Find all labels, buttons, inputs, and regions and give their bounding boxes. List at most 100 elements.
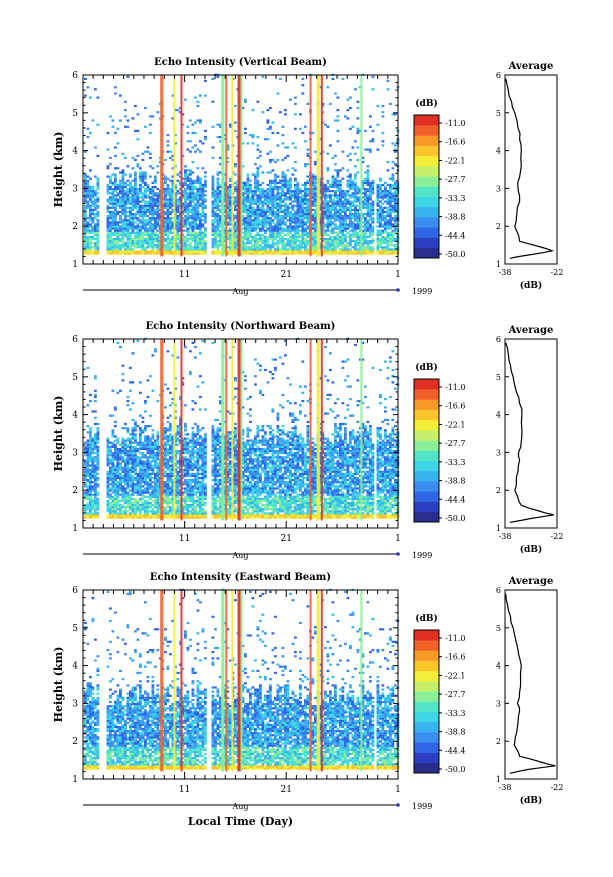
echo-cell: [201, 233, 205, 236]
echo-cell: [166, 250, 170, 253]
echo-cell: [106, 472, 110, 475]
echo-cell: [356, 117, 360, 120]
echo-cell: [194, 213, 197, 216]
echo-cell: [361, 181, 365, 184]
echo-cell: [201, 210, 205, 214]
echo-cell: [296, 252, 300, 255]
echo-cell: [274, 233, 277, 236]
echo-cell: [321, 235, 325, 238]
echo-cell: [111, 188, 115, 191]
echo-cell: [186, 237, 190, 241]
echo-cell: [111, 181, 115, 184]
echo-cell: [186, 217, 190, 220]
echo-cell: [129, 190, 132, 193]
echo-cell: [336, 200, 340, 203]
echo-cell: [354, 165, 357, 168]
echo-cell: [306, 244, 310, 247]
echo-cell: [194, 192, 197, 195]
echo-cell: [289, 188, 292, 191]
echo-cell: [281, 237, 285, 241]
echo-cell: [89, 215, 92, 218]
echo-cell: [324, 196, 327, 199]
echo-cell: [126, 510, 130, 513]
echo-cell: [366, 235, 370, 238]
echo-cell: [121, 152, 125, 155]
colorbar-tick-label: -11.0: [445, 119, 466, 128]
echo-cell: [154, 235, 157, 238]
echo-cell: [364, 246, 367, 249]
echo-cell: [191, 206, 195, 209]
echo-cell: [96, 196, 100, 199]
echo-cell: [314, 200, 317, 203]
echo-cell: [219, 215, 222, 218]
echo-cell: [366, 215, 370, 218]
echo-cell: [106, 131, 110, 135]
echo-cell: [234, 104, 237, 108]
echo-cell: [166, 177, 170, 180]
echo-cell: [129, 248, 132, 251]
echo-cell: [301, 194, 305, 197]
echo-cell: [351, 221, 355, 224]
colorbar-segment: [414, 155, 439, 167]
echo-cell: [96, 183, 100, 187]
echo-cell: [204, 204, 207, 207]
echo-cell: [94, 483, 97, 486]
echo-cell: [254, 221, 257, 224]
echo-cell: [229, 227, 232, 230]
echo-cell: [89, 495, 92, 498]
echo-cell: [314, 237, 317, 241]
echo-cell: [216, 213, 220, 216]
echo-cell: [124, 454, 127, 457]
echo-cell: [266, 223, 270, 226]
echo-cell: [164, 210, 167, 214]
echo-cell: [116, 499, 120, 502]
echo-cell: [386, 194, 390, 197]
echo-cell: [146, 185, 150, 189]
echo-cell: [299, 229, 302, 232]
echo-cell: [111, 190, 115, 193]
echo-cell: [86, 246, 90, 249]
echo-cell: [274, 252, 277, 255]
echo-cell: [194, 237, 197, 241]
echo-cell: [111, 462, 115, 465]
echo-cell: [226, 198, 230, 201]
echo-cell: [114, 425, 117, 428]
echo-cell: [279, 179, 282, 182]
echo-cell: [111, 204, 115, 207]
echo-cell: [196, 192, 200, 195]
echo-cell: [131, 454, 135, 457]
echo-cell: [84, 449, 87, 453]
echo-cell: [364, 223, 367, 226]
echo-cell: [194, 131, 197, 135]
echo-cell: [216, 204, 220, 207]
echo-cell: [394, 231, 397, 234]
echo-cell: [204, 79, 207, 83]
echo-cell: [204, 185, 207, 189]
echo-cell: [244, 131, 247, 135]
echo-cell: [344, 213, 347, 216]
echo-cell: [356, 158, 360, 162]
echo-cell: [386, 227, 390, 230]
echo-cell: [156, 229, 160, 232]
echo-cell: [121, 489, 125, 492]
echo-cell: [84, 77, 87, 80]
echo-cell: [271, 200, 275, 203]
echo-cell: [269, 183, 272, 187]
echo-cell: [181, 223, 185, 226]
echo-cell: [261, 246, 265, 249]
echo-cell: [96, 441, 100, 444]
echo-cell: [114, 188, 117, 191]
echo-cell: [151, 202, 155, 205]
echo-cell: [354, 219, 357, 222]
echo-cell: [304, 215, 307, 218]
echo-cell: [294, 196, 297, 199]
echo-cell: [141, 152, 145, 155]
echo-cell: [146, 210, 150, 214]
echo-cell: [294, 217, 297, 220]
echo-cell: [179, 192, 182, 195]
echo-cell: [366, 208, 370, 211]
echo-cell: [244, 252, 247, 255]
echo-cell: [94, 460, 97, 463]
echo-cell: [114, 202, 117, 205]
echo-cell: [351, 208, 355, 211]
